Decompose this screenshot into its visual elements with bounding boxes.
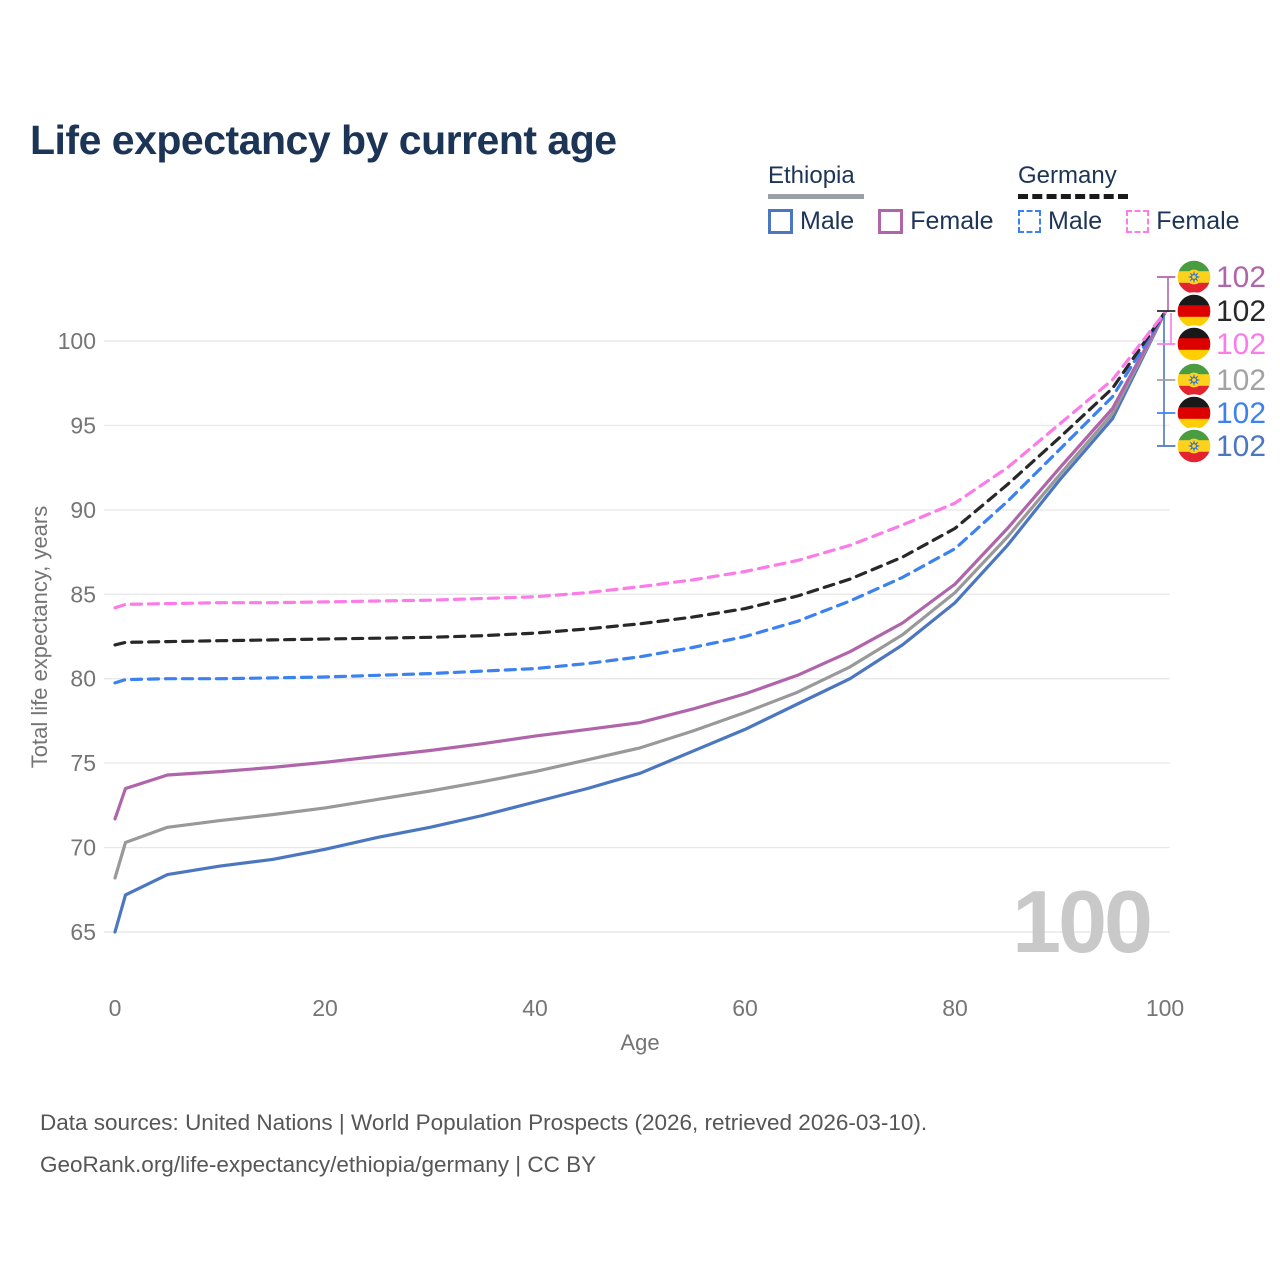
x-tick-label: 20 — [312, 995, 338, 1021]
y-tick-label: 95 — [70, 412, 96, 438]
x-tick-label: 80 — [942, 995, 968, 1021]
germany-male-swatch-icon — [1018, 210, 1041, 233]
y-tick-label: 90 — [70, 497, 96, 523]
legend-country-germany: Germany — [1018, 162, 1117, 189]
y-tick-label: 85 — [70, 581, 96, 607]
line-germany-all — [113, 310, 1167, 647]
germany-female-swatch-icon — [1126, 210, 1150, 233]
end-value-label: 102 — [1216, 430, 1266, 463]
line-germany-female — [113, 310, 1167, 610]
age-watermark: 100 — [1012, 872, 1150, 971]
line-ethiopia-female — [113, 310, 1167, 821]
x-tick-label: 40 — [522, 995, 548, 1021]
legend-country-ethiopia: Ethiopia — [768, 162, 855, 189]
legend-label: Female — [910, 207, 994, 235]
end-value-label: 102 — [1216, 364, 1266, 397]
line-germany-male — [113, 310, 1167, 685]
end-value-label: 102 — [1216, 261, 1266, 294]
legend-item-germany-male[interactable]: Male — [1018, 207, 1102, 236]
x-axis-title: Age — [620, 1030, 659, 1055]
attribution-line: GeoRank.org/life-expectancy/ethiopia/ger… — [40, 1152, 597, 1177]
end-value-label: 102 — [1216, 328, 1266, 361]
legend-item-ethiopia-female[interactable]: Female — [878, 207, 994, 236]
line-ethiopia-all — [113, 310, 1167, 880]
end-value-label: 102 — [1216, 397, 1266, 430]
y-tick-label: 100 — [58, 328, 96, 354]
legend-item-germany-female[interactable]: Female — [1126, 207, 1240, 236]
ethiopia-male-swatch-icon — [768, 209, 793, 234]
x-tick-label: 0 — [109, 995, 122, 1021]
page-title: Life expectancy by current age — [30, 117, 617, 164]
germany-flag-icon — [1176, 293, 1212, 329]
ethiopia-female-swatch-icon — [878, 209, 904, 234]
legend-item-ethiopia-male[interactable]: Male — [768, 207, 854, 236]
legend-label: Female — [1156, 207, 1240, 235]
legend-label: Male — [1048, 207, 1103, 235]
legend-label: Male — [800, 207, 855, 235]
flag-ring — [1175, 427, 1213, 465]
y-tick-label: 70 — [70, 835, 96, 861]
legend-group-ethiopia: Ethiopia Male Female — [768, 162, 994, 236]
data-sources-line: Data sources: United Nations | World Pop… — [40, 1110, 928, 1135]
legend-linestyle-sample-dashed — [1018, 194, 1128, 199]
end-value-label: 102 — [1216, 295, 1266, 328]
y-tick-label: 65 — [70, 919, 96, 945]
y-tick-label: 75 — [70, 750, 96, 776]
line-ethiopia-male — [113, 310, 1167, 934]
y-axis-title: Total life expectancy, years — [27, 506, 52, 769]
x-tick-label: 60 — [732, 995, 758, 1021]
plot-area[interactable] — [104, 300, 1170, 940]
legend-group-germany: Germany Male Female — [1018, 162, 1240, 236]
y-tick-label: 80 — [70, 666, 96, 692]
legend-linestyle-sample-solid — [768, 194, 864, 199]
data-sources-footer: Data sources: United Nations | World Pop… — [40, 1102, 927, 1186]
x-tick-label: 100 — [1146, 995, 1184, 1021]
